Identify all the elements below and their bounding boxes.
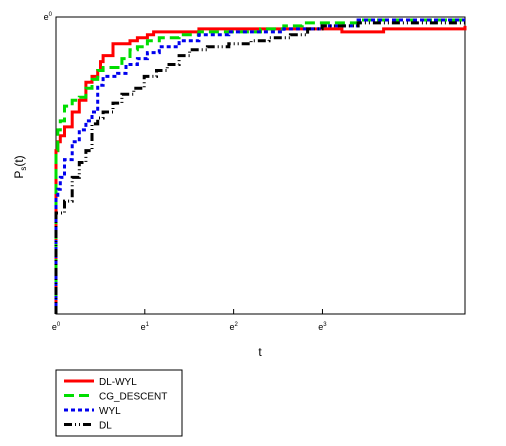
legend-label-4: DL xyxy=(99,421,112,432)
plot-frame xyxy=(55,16,466,315)
y-tick-label-1: e0 xyxy=(44,12,53,22)
series-line-4 xyxy=(54,20,467,314)
x-axis: e0 e1 e2 e3 xyxy=(52,309,327,332)
legend-label-2: CG_DESCENT xyxy=(99,392,167,403)
svg-text:Ps(t): Ps(t) xyxy=(12,155,28,178)
y-axis-label-sub: s xyxy=(19,167,28,171)
x-tick-label-4: e3 xyxy=(318,322,327,332)
legend: DL-WYL CG_DESCENT WYL DL xyxy=(55,369,183,437)
x-tick-label-3: e2 xyxy=(229,322,238,332)
x-tick-label-2: e1 xyxy=(141,322,150,332)
y-axis-label: Ps(t) xyxy=(12,155,28,178)
series-line-1 xyxy=(54,25,467,314)
legend-items: DL-WYL CG_DESCENT WYL DL xyxy=(64,377,167,432)
y-axis-label-suffix: (t) xyxy=(12,155,26,166)
legend-label-3: WYL xyxy=(99,406,121,417)
series-layer xyxy=(54,18,467,314)
series-line-2 xyxy=(54,18,465,314)
series-line-3 xyxy=(54,18,465,314)
y-axis-label-main: P xyxy=(12,171,26,179)
y-axis: e0 xyxy=(44,12,61,22)
x-axis-label: t xyxy=(258,345,262,359)
legend-label-1: DL-WYL xyxy=(99,377,137,388)
x-tick-label-1: e0 xyxy=(52,322,61,332)
